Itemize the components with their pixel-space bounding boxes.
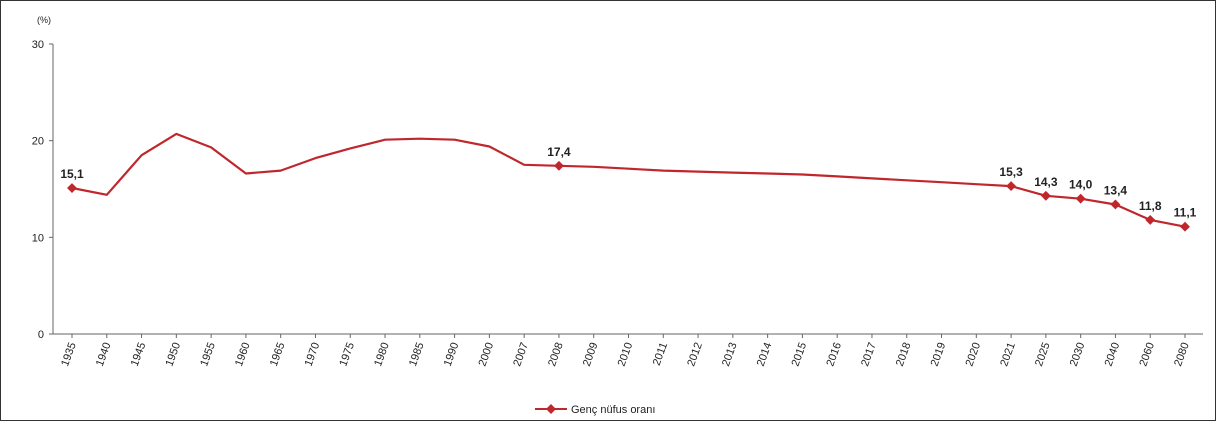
x-tick-label: 2060 (1137, 341, 1157, 368)
x-tick-label: 2025 (1033, 341, 1053, 368)
legend-marker (546, 404, 556, 414)
x-tick-label: 2020 (963, 341, 983, 368)
y-tick-label: 10 (32, 232, 44, 244)
data-point-marker (1040, 190, 1051, 201)
x-tick-label: 1960 (233, 341, 253, 368)
x-tick-label: 2017 (859, 341, 879, 368)
x-tick-label: 2007 (511, 341, 531, 368)
data-point-marker (1110, 199, 1121, 210)
x-tick-label: 1950 (164, 341, 184, 368)
data-label: 14,3 (1034, 175, 1058, 189)
y-tick-label: 20 (32, 136, 44, 148)
data-point-marker (1180, 221, 1190, 232)
x-tick-label: 1970 (303, 341, 323, 368)
x-axis: 1935 1940 1945 1950 1955 1960 1965 1970 1975 1980… (53, 333, 1203, 368)
data-point-marker (67, 183, 77, 193)
x-tick-label: 1935 (59, 341, 79, 368)
x-tick-label: 2040 (1103, 341, 1123, 368)
x-tick-label: 2013 (720, 341, 740, 368)
data-label: 15,3 (999, 165, 1023, 179)
x-tick-label: 1955 (198, 341, 218, 368)
y-tick-label: 30 (32, 39, 44, 51)
x-tick-label: 2000 (477, 341, 497, 368)
x-tick-label: 2016 (824, 341, 844, 368)
x-tick-label: 2030 (1068, 341, 1088, 368)
data-label: 15,1 (60, 167, 84, 181)
x-tick-label: 1940 (94, 341, 114, 368)
x-tick-label: 2010 (616, 341, 636, 368)
series-line (71, 132, 1186, 228)
x-tick-label: 2015 (790, 341, 810, 368)
x-tick-label: 2080 (1172, 341, 1192, 368)
data-label: 17,4 (547, 145, 571, 159)
x-tick-label: 2021 (998, 341, 1018, 368)
data-label: 13,4 (1104, 183, 1128, 197)
x-tick-label: 1965 (268, 341, 288, 368)
y-axis-label: (%) (37, 15, 51, 25)
x-tick-label: 2012 (685, 341, 705, 368)
legend: Genç nüfus oranı (535, 404, 655, 416)
data-label: 11,8 (1139, 199, 1162, 213)
data-point-marker (1075, 193, 1086, 204)
x-tick-label: 2008 (546, 341, 566, 368)
x-tick-label: 1945 (129, 341, 149, 368)
y-axis: 0 10 20 30 (32, 39, 54, 341)
x-tick-label: 2018 (894, 341, 914, 368)
x-tick-label: 2019 (929, 341, 949, 368)
data-labels: 15,1 17,4 15,3 14,3 14,0 13,4 11,8 11,1 (60, 145, 1196, 220)
x-tick-label: 1985 (407, 341, 427, 368)
data-label: 14,0 (1069, 178, 1093, 192)
x-tick-label: 1975 (337, 341, 357, 368)
data-point-marker (1145, 214, 1156, 225)
x-tick-label: 1980 (372, 341, 392, 368)
data-label: 11,1 (1174, 206, 1197, 220)
data-point-marker (1006, 181, 1017, 192)
data-point-marker (553, 160, 564, 171)
x-tick-label: 2009 (581, 341, 601, 368)
x-tick-label: 2014 (755, 341, 775, 368)
x-tick-label: 2011 (651, 341, 670, 367)
series-genc-nufus-orani (67, 132, 1190, 232)
legend-label: Genç nüfus oranı (571, 404, 655, 416)
y-tick-label: 0 (38, 329, 44, 341)
x-tick-label: 1990 (442, 341, 462, 368)
